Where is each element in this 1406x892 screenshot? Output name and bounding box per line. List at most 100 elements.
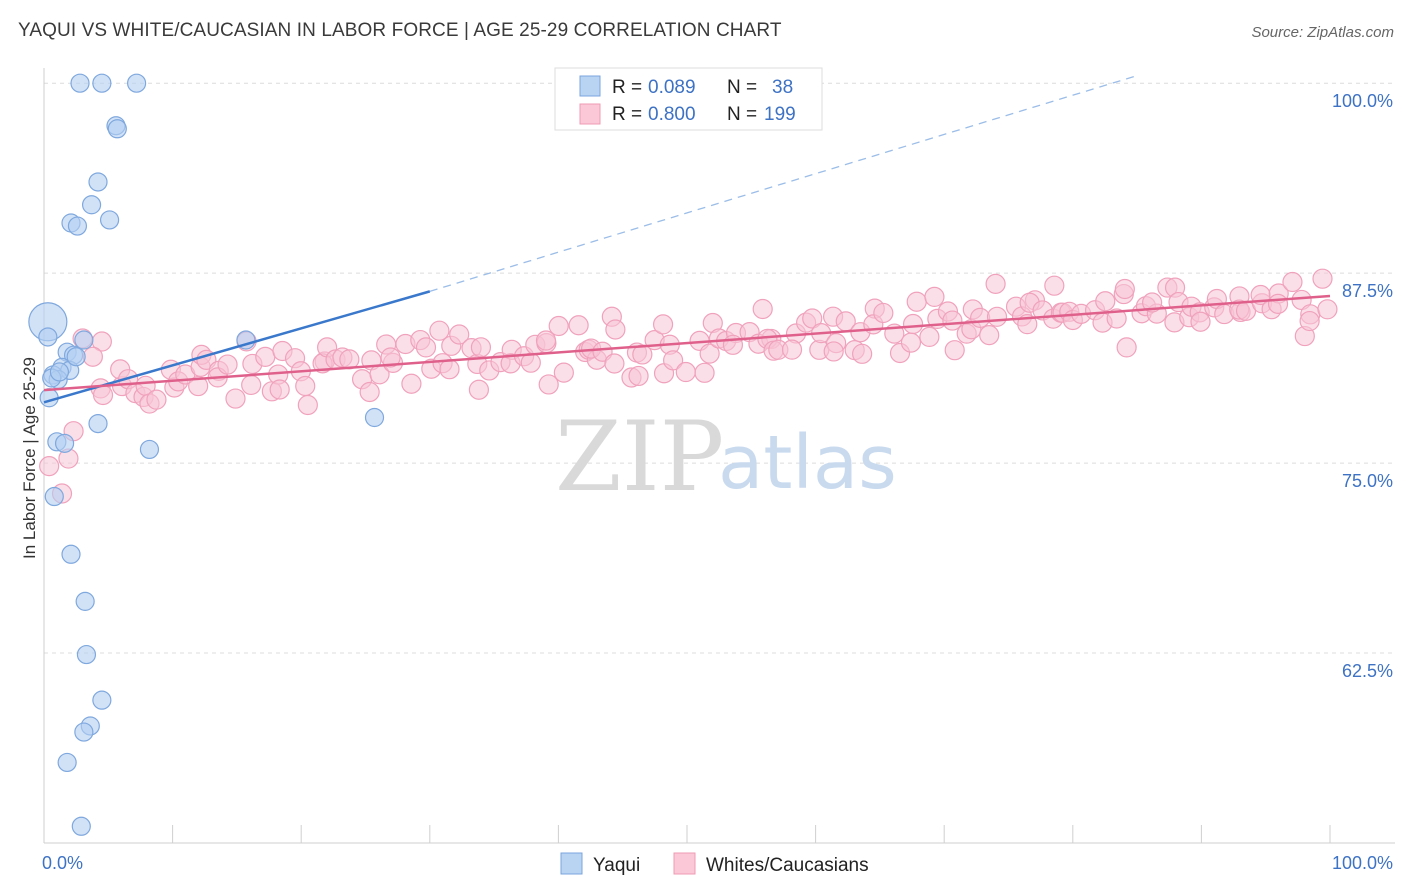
legend-r-label-2: R = — [612, 104, 642, 125]
white-point-30 — [241, 374, 262, 396]
white-point-77 — [538, 374, 559, 395]
white-point-27 — [217, 354, 238, 375]
white-point-132 — [900, 332, 922, 353]
white-point-6 — [82, 346, 103, 367]
white-point-179 — [1190, 311, 1211, 332]
y-tick-label-1: 87.5% — [1342, 281, 1393, 301]
white-point-144 — [970, 307, 991, 328]
white-point-60 — [429, 320, 450, 341]
white-point-67 — [470, 337, 492, 358]
white-point-16 — [146, 389, 167, 410]
white-point-80 — [568, 315, 589, 336]
yaqui-point-36 — [49, 362, 70, 382]
white-point-88 — [605, 319, 626, 340]
yaqui-point-28 — [75, 591, 95, 611]
white-point-57 — [415, 337, 437, 358]
y-tick-label-3: 62.5% — [1342, 661, 1393, 681]
white-point-92 — [632, 344, 653, 365]
yaqui-point-6 — [81, 195, 102, 215]
white-point-115 — [781, 339, 803, 360]
legend-box: R = 0.089 N = 38 R = 0.800 N = 199 — [554, 67, 823, 131]
white-point-162 — [1095, 291, 1116, 312]
white-point-97 — [663, 350, 684, 371]
y-tick-label-0: 100.0% — [1332, 91, 1393, 111]
bottom-legend-swatch-yaqui — [560, 852, 583, 875]
watermark-zip: ZIP — [555, 401, 724, 513]
white-point-63 — [449, 324, 470, 345]
white-point-79 — [548, 315, 569, 337]
legend-n-value-1: 38 — [772, 77, 793, 98]
yaqui-point-9 — [67, 216, 88, 236]
bottom-legend-white: Whites/Caucasians — [706, 855, 869, 876]
white-point-48 — [359, 381, 380, 403]
watermark: ZIP atlas — [555, 401, 897, 513]
series-yaqui-points — [28, 73, 385, 836]
white-point-78 — [553, 362, 574, 383]
white-point-109 — [752, 298, 773, 320]
white-point-61 — [439, 359, 460, 380]
white-point-40 — [297, 394, 318, 416]
x-tick-label-1: 100.0% — [1332, 853, 1393, 873]
y-tick-labels: 100.0% 87.5% 75.0% 62.5% — [1332, 91, 1393, 681]
x-tick-labels: 0.0% 100.0% — [42, 853, 1393, 873]
y-tick-label-2: 75.0% — [1342, 471, 1393, 491]
yaqui-point-2 — [126, 73, 147, 93]
white-point-145 — [979, 325, 1000, 346]
white-point-76 — [535, 330, 557, 351]
yaqui-point-24 — [54, 433, 75, 453]
bottom-legend: Yaqui Whites/Caucasians — [560, 852, 869, 876]
white-point-192 — [1282, 271, 1303, 293]
white-point-137 — [924, 286, 945, 308]
white-point-28 — [225, 388, 246, 409]
axes — [43, 68, 1395, 844]
bottom-legend-yaqui: Yaqui — [593, 855, 640, 876]
legend-n-value-2: 199 — [764, 104, 796, 125]
white-point-35 — [269, 379, 290, 400]
white-point-122 — [823, 341, 844, 362]
white-point-166 — [1114, 278, 1135, 300]
legend-n-label-1: N = — [727, 77, 757, 98]
white-point-91 — [628, 365, 649, 387]
yaqui-point-4 — [107, 119, 127, 139]
white-point-117 — [802, 308, 823, 329]
white-point-125 — [852, 343, 873, 364]
yaqui-trend-extension — [429, 74, 1138, 293]
white-point-95 — [652, 314, 674, 335]
white-point-140 — [942, 310, 963, 331]
source-label: Source: ZipAtlas.com — [1251, 24, 1394, 41]
white-point-133 — [906, 291, 927, 312]
white-point-164 — [1106, 308, 1127, 329]
white-point-102 — [699, 343, 720, 364]
series-white-points — [39, 268, 1338, 504]
yaqui-point-0 — [70, 73, 90, 93]
chart-title: YAQUI VS WHITE/CAUCASIAN IN LABOR FORCE … — [18, 20, 782, 41]
yaqui-point-21 — [364, 407, 385, 428]
yaqui-point-12 — [74, 330, 94, 350]
white-point-146 — [985, 273, 1006, 294]
legend-r-label-1: R = — [612, 77, 642, 98]
white-point-54 — [401, 373, 422, 394]
yaqui-point-1 — [92, 73, 112, 93]
white-trend-line — [43, 294, 1331, 392]
white-point-171 — [1142, 292, 1163, 313]
white-point-147 — [986, 306, 1008, 327]
white-point-197 — [1312, 268, 1333, 289]
white-point-191 — [1267, 293, 1289, 314]
white-point-87 — [604, 353, 625, 374]
white-point-139 — [944, 340, 965, 361]
white-point-65 — [468, 379, 490, 400]
white-point-0 — [39, 456, 60, 477]
white-point-167 — [1116, 337, 1137, 358]
legend-r-value-2: 0.800 — [648, 104, 696, 125]
x-tick-label-0: 0.0% — [42, 853, 83, 873]
watermark-atlas: atlas — [718, 420, 897, 506]
white-point-198 — [1317, 299, 1338, 320]
yaqui-point-37 — [66, 347, 86, 367]
legend-n-label-2: N = — [727, 104, 757, 125]
yaqui-point-22 — [88, 413, 108, 434]
white-point-46 — [339, 349, 360, 370]
white-point-53 — [380, 347, 401, 368]
yaqui-point-27 — [61, 544, 81, 564]
legend-r-value-1: 0.089 — [648, 77, 696, 98]
